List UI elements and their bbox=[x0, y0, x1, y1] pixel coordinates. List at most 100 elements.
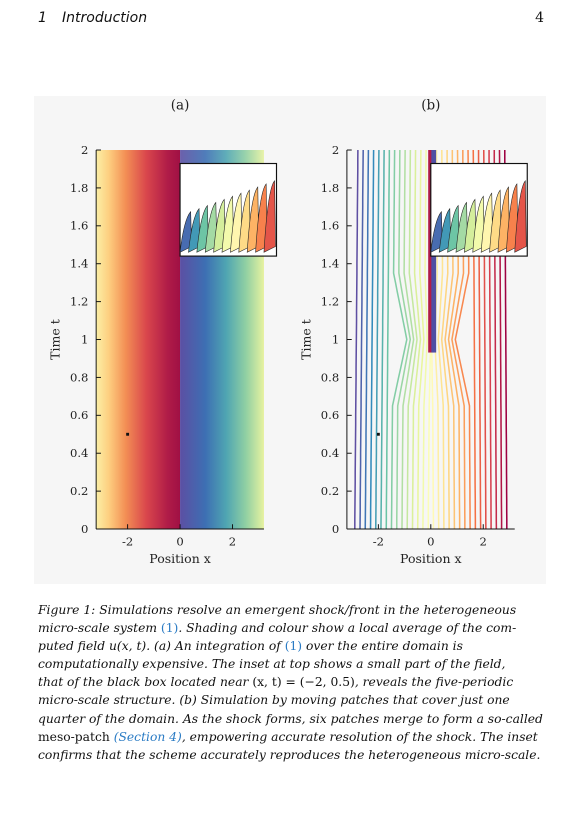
figure-canvas: (a) 0 0.2 0.4 0.6 0.8 1 1.2 1.4 1.6 1.8 2 -2 0 2 Positi… bbox=[48, 98, 528, 566]
caption-text: (x, t) = (−2, 0.5) bbox=[252, 675, 355, 690]
y-tick-label: 1.6 bbox=[321, 219, 339, 233]
y-tick-label: 1.2 bbox=[70, 294, 88, 308]
marker-box bbox=[376, 432, 380, 436]
patch-trajectory-line bbox=[422, 150, 429, 530]
patch-trajectory-line bbox=[401, 150, 415, 530]
caption-text: . Shading and colour show a local averag… bbox=[178, 621, 517, 636]
panel-label: (b) bbox=[421, 98, 440, 114]
heatmap-right-region bbox=[180, 204, 264, 530]
x-tick-label: 2 bbox=[229, 534, 236, 548]
inset-surface-wave bbox=[188, 207, 201, 253]
inset-surface-wave bbox=[213, 198, 226, 253]
x-tick-label: -2 bbox=[373, 534, 384, 548]
y-tick-label: 2 bbox=[81, 143, 88, 157]
caption-text: quarter of the domain. As the shock form… bbox=[38, 711, 543, 726]
caption-text: Figure 1: Simulations resolve an emergen… bbox=[38, 603, 517, 617]
inset-surface-wave bbox=[246, 186, 260, 253]
y-tick-label: 1.2 bbox=[321, 294, 339, 308]
y-tick-label: 0.8 bbox=[321, 370, 339, 384]
inset-surface-wave bbox=[480, 192, 494, 253]
patch-trajectory-line bbox=[380, 150, 385, 530]
caption-line: Figure 1: Simulations resolve an emergen… bbox=[38, 601, 546, 619]
inset-surface-wave bbox=[230, 192, 243, 253]
y-tick-label: 2 bbox=[332, 143, 339, 157]
caption-reference-link[interactable]: (Section 4) bbox=[113, 729, 182, 744]
inset-surface-wave bbox=[255, 183, 268, 253]
patch-trajectory-line bbox=[395, 150, 412, 530]
caption-line: meso-patch (Section 4), empowering accur… bbox=[38, 728, 546, 746]
y-tick-label: 0.8 bbox=[70, 370, 88, 384]
inset-surface-wave bbox=[179, 210, 192, 253]
y-tick-label: 0.4 bbox=[70, 446, 88, 460]
caption-line: quarter of the domain. As the shock form… bbox=[38, 710, 546, 728]
inset-surface-wave bbox=[472, 195, 485, 253]
caption-text: micro-scale system bbox=[38, 621, 161, 636]
caption-line: that of the black box located near (x, t… bbox=[38, 673, 546, 691]
inset-surface-wave bbox=[238, 189, 251, 253]
patch-trajectory-line bbox=[416, 150, 425, 530]
inset-surface-wave bbox=[221, 195, 234, 253]
caption-line: confirms that the scheme accurately repr… bbox=[38, 746, 546, 764]
patch-trajectory-line bbox=[359, 150, 364, 530]
caption-line: puted field u(x, t). (a) An integration … bbox=[38, 637, 546, 655]
y-axis-label: Time t bbox=[48, 319, 63, 360]
inset-surface-wave bbox=[263, 180, 276, 253]
caption-text: , reveals the five-periodic bbox=[354, 675, 514, 690]
x-tick-label: 0 bbox=[176, 534, 183, 548]
inset-surface-wave bbox=[497, 186, 510, 253]
y-tick-label: 1 bbox=[81, 332, 88, 346]
y-tick-label: 1.4 bbox=[70, 257, 88, 271]
y-tick-label: 0 bbox=[81, 522, 88, 536]
y-axis-label: Time t bbox=[298, 319, 313, 360]
heatmap-left-region bbox=[96, 150, 181, 530]
caption-text: , empowering accurate resolution of the … bbox=[181, 729, 538, 744]
section-number: 1 bbox=[38, 10, 47, 26]
x-tick-label: 2 bbox=[480, 534, 487, 548]
x-axis-label: Position x bbox=[149, 551, 211, 566]
figure-caption: Figure 1: Simulations resolve an emergen… bbox=[38, 601, 546, 764]
caption-reference-link[interactable]: (1) bbox=[284, 639, 303, 654]
y-tick-label: 0.6 bbox=[70, 408, 88, 422]
caption-text: over the entire domain is bbox=[302, 639, 463, 654]
caption-reference-link[interactable]: (1) bbox=[160, 621, 179, 636]
marker-box bbox=[126, 432, 130, 436]
inset-surface-wave bbox=[196, 204, 209, 253]
y-tick-label: 0.6 bbox=[321, 408, 339, 422]
caption-text: micro-scale structure. (b) Simulation by… bbox=[38, 693, 510, 708]
inset-surface-wave bbox=[455, 201, 468, 253]
y-tick-label: 0.2 bbox=[321, 484, 339, 498]
y-tick-label: 1.6 bbox=[70, 219, 88, 233]
y-tick-label: 1.8 bbox=[70, 181, 88, 195]
x-tick-label: 0 bbox=[427, 534, 434, 548]
section-title: Introduction bbox=[62, 10, 148, 26]
patch-trajectory-line bbox=[364, 150, 370, 530]
y-tick-label: 1 bbox=[332, 332, 339, 346]
patch-trajectory-line bbox=[374, 150, 380, 530]
panel-a: (a) 0 0.2 0.4 0.6 0.8 1 1.2 1.4 1.6 1.8 2 -2 0 2 Positi… bbox=[48, 98, 278, 566]
patch-trajectory-line bbox=[390, 150, 408, 530]
inset-surface-wave bbox=[489, 189, 502, 253]
caption-text: . (a) An integration of bbox=[146, 639, 285, 654]
caption-line: micro-scale structure. (b) Simulation by… bbox=[38, 691, 546, 709]
inset-surface-wave bbox=[438, 207, 452, 253]
caption-text: puted field bbox=[38, 639, 109, 654]
panel-label: (a) bbox=[171, 98, 190, 114]
caption-text: meso-patch bbox=[38, 729, 110, 744]
caption-text: computationally expensive. The inset at … bbox=[38, 657, 506, 672]
inset-surface-wave bbox=[506, 183, 519, 253]
patch-trajectory-line bbox=[385, 150, 391, 530]
caption-text: u(x, t) bbox=[108, 639, 147, 654]
caption-line: micro-scale system (1). Shading and colo… bbox=[38, 619, 546, 637]
inset-surface-wave bbox=[430, 210, 443, 253]
y-tick-label: 1.4 bbox=[321, 257, 339, 271]
patch-trajectory-line bbox=[369, 150, 375, 530]
inset-surface-wave bbox=[447, 204, 460, 253]
figure-1: (a) 0 0.2 0.4 0.6 0.8 1 1.2 1.4 1.6 1.8 2 -2 0 2 Positi… bbox=[34, 96, 546, 584]
patch-trajectory-line bbox=[411, 150, 422, 530]
running-header: 1 Introduction 4 bbox=[38, 10, 544, 30]
y-tick-label: 0.2 bbox=[70, 484, 88, 498]
inset-surface-wave bbox=[514, 180, 527, 253]
x-tick-label: -2 bbox=[122, 534, 133, 548]
x-axis-label: Position x bbox=[400, 551, 462, 566]
patch-trajectory-line bbox=[406, 150, 418, 530]
